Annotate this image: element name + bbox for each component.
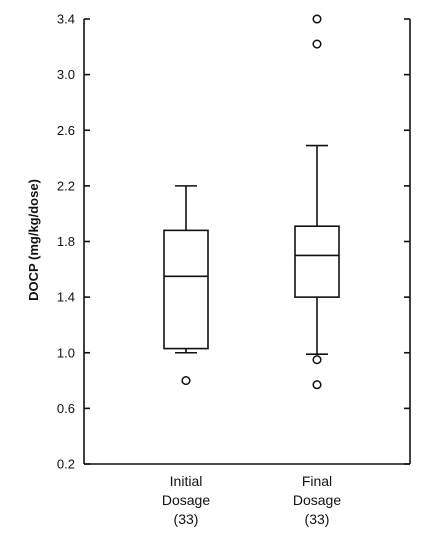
category-label: Dosage xyxy=(162,492,210,508)
category-label: Dosage xyxy=(293,492,341,508)
outlier-point xyxy=(312,380,322,390)
outlier-point xyxy=(312,14,322,24)
y-tick-label: 0.6 xyxy=(57,401,75,416)
y-tick-label: 2.6 xyxy=(57,123,75,138)
box-iqr xyxy=(163,229,209,350)
box-series xyxy=(163,14,340,390)
box-group xyxy=(163,185,209,386)
category-label: Initial xyxy=(170,473,203,489)
y-tick-label: 3.0 xyxy=(57,67,75,82)
box-group xyxy=(294,14,340,390)
y-axis-title: DOCP (mg/kg/dose) xyxy=(26,179,41,301)
y-tick-label: 0.2 xyxy=(57,457,75,472)
category-label: Final xyxy=(302,473,332,489)
y-tick-label: 1.8 xyxy=(57,234,75,249)
outlier-point xyxy=(312,39,322,49)
y-tick-label: 3.4 xyxy=(57,12,75,27)
y-tick-label: 2.2 xyxy=(57,178,75,193)
y-tick-label: 1.4 xyxy=(57,290,75,305)
y-tick-label: 1.0 xyxy=(57,345,75,360)
x-axis-labels: Initial Dosage (33) Final Dosage (33) xyxy=(162,473,341,527)
y-axis: 0.2 0.6 1.0 1.4 1.8 2.2 2.6 3.0 3.4 xyxy=(57,12,410,472)
outlier-point xyxy=(181,376,191,386)
category-label: (33) xyxy=(305,511,330,527)
plot-frame xyxy=(83,19,411,465)
box-iqr xyxy=(294,225,340,298)
category-label: (33) xyxy=(174,511,199,527)
outlier-point xyxy=(312,355,322,365)
